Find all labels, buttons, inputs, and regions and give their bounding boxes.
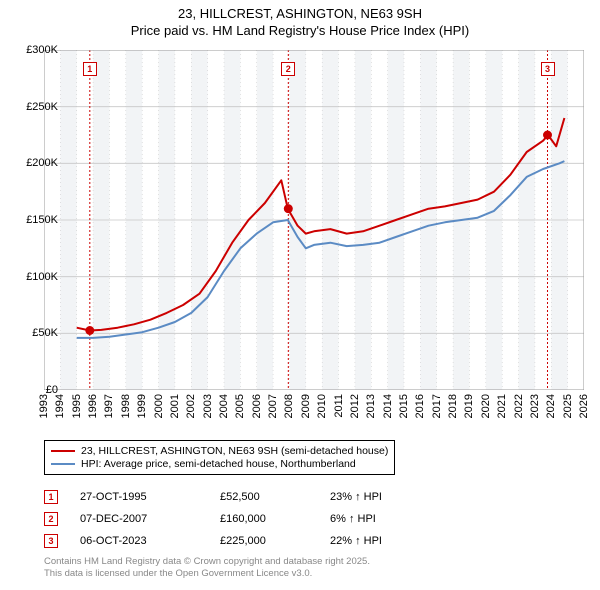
x-axis-label: 2003 [202, 394, 214, 418]
title-subtitle: Price paid vs. HM Land Registry's House … [0, 23, 600, 40]
x-axis-label: 2016 [414, 394, 426, 418]
chart-title-block: 23, HILLCREST, ASHINGTON, NE63 9SH Price… [0, 0, 600, 44]
x-axis-label: 2006 [251, 394, 263, 418]
legend-item: HPI: Average price, semi-detached house,… [51, 458, 388, 470]
sale-date: 07-DEC-2007 [80, 513, 220, 525]
sale-marker-inline: 2 [44, 512, 58, 526]
x-axis-label: 1998 [120, 394, 132, 418]
x-axis-label: 2008 [283, 394, 295, 418]
x-axis-label: 2007 [267, 394, 279, 418]
y-axis-label: £300K [26, 44, 58, 56]
x-axis-label: 2002 [185, 394, 197, 418]
x-axis-label: 2004 [218, 394, 230, 418]
y-axis-label: £50K [32, 327, 58, 339]
chart-svg [44, 50, 584, 390]
sale-row: 2 07-DEC-2007£160,0006% ↑ HPI [44, 508, 430, 530]
sale-pct-vs-hpi: 23% ↑ HPI [330, 491, 430, 503]
chart-area [44, 50, 584, 390]
x-axis-label: 2025 [562, 394, 574, 418]
sale-price: £160,000 [220, 513, 330, 525]
sale-price: £225,000 [220, 535, 330, 547]
legend-label: 23, HILLCREST, ASHINGTON, NE63 9SH (semi… [81, 445, 388, 457]
sale-marker-box: 3 [541, 62, 555, 76]
x-axis-label: 1999 [136, 394, 148, 418]
sale-date: 06-OCT-2023 [80, 535, 220, 547]
y-axis-label: £150K [26, 214, 58, 226]
sale-marker-box: 2 [281, 62, 295, 76]
x-axis-label: 2005 [234, 394, 246, 418]
x-axis-label: 2001 [169, 394, 181, 418]
sales-table: 1 27-OCT-1995£52,50023% ↑ HPI 2 07-DEC-2007… [44, 486, 430, 552]
x-axis-label: 2022 [513, 394, 525, 418]
x-axis-label: 2009 [300, 394, 312, 418]
x-axis-label: 2013 [365, 394, 377, 418]
legend-item: 23, HILLCREST, ASHINGTON, NE63 9SH (semi… [51, 445, 388, 457]
x-axis-label: 1994 [54, 394, 66, 418]
x-axis-label: 2026 [578, 394, 590, 418]
footer-line2: This data is licensed under the Open Gov… [44, 568, 370, 580]
sale-pct-vs-hpi: 6% ↑ HPI [330, 513, 430, 525]
sale-date: 27-OCT-1995 [80, 491, 220, 503]
sale-marker-box: 1 [83, 62, 97, 76]
legend-label: HPI: Average price, semi-detached house,… [81, 458, 356, 470]
x-axis-label: 2010 [316, 394, 328, 418]
sale-marker-inline: 3 [44, 534, 58, 548]
legend-swatch [51, 463, 75, 465]
y-axis-label: £100K [26, 271, 58, 283]
x-axis-label: 1993 [38, 394, 50, 418]
x-axis-label: 1995 [71, 394, 83, 418]
x-axis-label: 2023 [529, 394, 541, 418]
x-axis-label: 2024 [545, 394, 557, 418]
x-axis-label: 2015 [398, 394, 410, 418]
x-axis-label: 2017 [431, 394, 443, 418]
title-address: 23, HILLCREST, ASHINGTON, NE63 9SH [0, 6, 600, 23]
x-axis-label: 2000 [153, 394, 165, 418]
x-axis-label: 2020 [480, 394, 492, 418]
x-axis-label: 2018 [447, 394, 459, 418]
x-axis-label: 1996 [87, 394, 99, 418]
sale-price: £52,500 [220, 491, 330, 503]
sale-marker-inline: 1 [44, 490, 58, 504]
legend-swatch [51, 450, 75, 452]
sale-pct-vs-hpi: 22% ↑ HPI [330, 535, 430, 547]
y-axis-label: £200K [26, 157, 58, 169]
x-axis-label: 1997 [103, 394, 115, 418]
x-axis-label: 2019 [463, 394, 475, 418]
x-axis-label: 2012 [349, 394, 361, 418]
sale-row: 3 06-OCT-2023£225,00022% ↑ HPI [44, 530, 430, 552]
x-axis-label: 2014 [382, 394, 394, 418]
x-axis-label: 2021 [496, 394, 508, 418]
footer-line1: Contains HM Land Registry data © Crown c… [44, 556, 370, 568]
y-axis-label: £250K [26, 101, 58, 113]
sale-row: 1 27-OCT-1995£52,50023% ↑ HPI [44, 486, 430, 508]
legend-box: 23, HILLCREST, ASHINGTON, NE63 9SH (semi… [44, 440, 395, 475]
footer-attribution: Contains HM Land Registry data © Crown c… [44, 556, 370, 580]
x-axis-label: 2011 [333, 394, 345, 418]
